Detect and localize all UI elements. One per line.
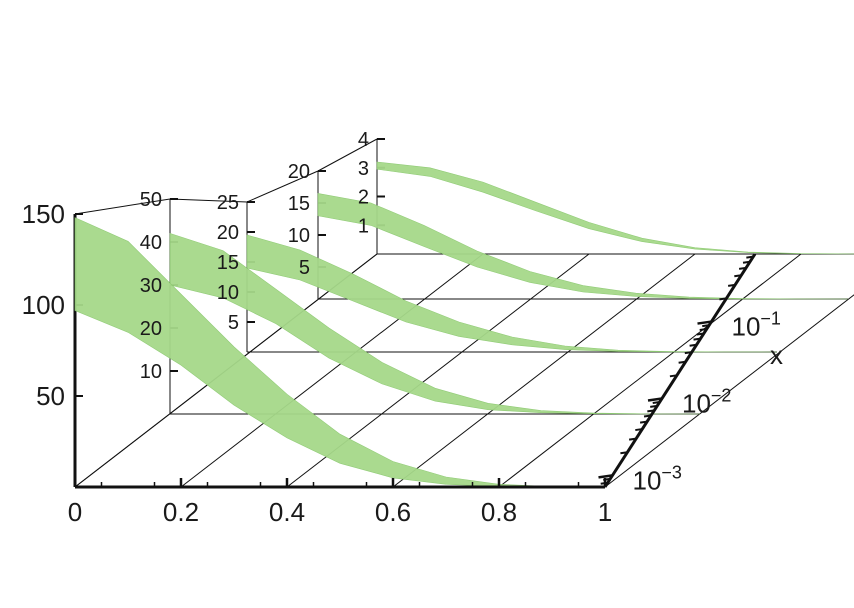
depth-minor-tick [689,343,697,347]
floor-x-line [498,253,802,488]
y-tick-label: 5 [299,257,310,279]
depth-minor-tick [669,374,678,378]
depth-minor-tick [628,437,637,441]
x-tick-label: 0.6 [375,497,411,527]
y-tick-label: 10 [288,225,310,247]
depth-tick-label: 10−3 [633,462,682,495]
data-band-1 [169,232,701,415]
depth-major-tick [697,320,712,325]
depth-minor-tick [600,481,608,485]
depth-minor-tick [603,477,611,481]
y-tick-label: 3 [358,158,369,180]
y-tick-label: 100 [22,290,65,320]
wall-top-edge [74,198,171,215]
y-tick-label: 10 [217,282,239,304]
data-band-2 [246,234,778,353]
y-tick-label: 15 [217,252,239,274]
depth-minor-tick [650,404,658,408]
y-tick-label: 20 [288,161,310,183]
data-band-4 [376,161,854,255]
depth-minor-tick [727,283,736,287]
depth-minor-tick [639,420,648,424]
y-tick-label: 2 [358,187,369,209]
depth-tick-label: 10−2 [682,385,731,418]
floor-x-line [604,294,854,488]
depth-minor-tick [719,297,727,301]
data-band-3 [317,193,849,300]
wall-top-edge [169,198,248,203]
x-tick-label: 0.8 [481,497,517,527]
x-tick-label: 0.4 [269,497,305,527]
depth-minor-tick [647,409,655,413]
depth-major-tick [598,474,613,479]
y-tick-label: 30 [140,275,162,297]
depth-minor-tick [643,414,652,418]
y-tick-label: 150 [22,199,65,229]
depth-major-tick [647,397,663,402]
depth-minor-tick [620,451,628,455]
floor-x-line [392,253,696,488]
depth-minor-tick [746,255,754,259]
y-tick-label: 50 [36,381,65,411]
y-tick-label: 50 [140,189,162,211]
y-tick-label: 5 [228,312,239,334]
y-tick-label: 4 [358,129,369,151]
y-tick-label: 25 [217,192,239,214]
x-tick-label: 1 [598,497,612,527]
depth-minor-tick [684,351,692,355]
y-tick-label: 40 [140,232,162,254]
y-tick-label: 20 [217,222,239,244]
data-bands [74,161,854,488]
y-tick-label: 1 [358,215,369,237]
depth-minor-tick [742,260,751,264]
wall-top-edge [317,138,378,172]
y-tick-label: 10 [140,361,162,383]
depth-minor-tick [734,274,742,278]
depth-minor-tick [696,332,704,336]
axes [73,253,757,489]
depth-minor-tick [702,324,710,328]
depth-minor-tick [635,428,643,432]
y-tick-label: 15 [288,193,310,215]
x-tick-label: 0.2 [163,497,199,527]
x-tick-label: 0 [68,497,82,527]
depth-axis-label: x [770,340,783,370]
floor-x-line [180,253,484,488]
depth-minor-tick [652,400,660,404]
depth-minor-tick [693,337,701,341]
depth-tick-label: 10−1 [732,309,781,342]
depth-minor-tick [678,360,686,364]
wall-top-edge [246,170,319,203]
y-tick-label: 20 [140,318,162,340]
depth-minor-tick [738,266,747,270]
depth-axis [603,253,757,488]
depth-minor-tick [699,328,707,332]
